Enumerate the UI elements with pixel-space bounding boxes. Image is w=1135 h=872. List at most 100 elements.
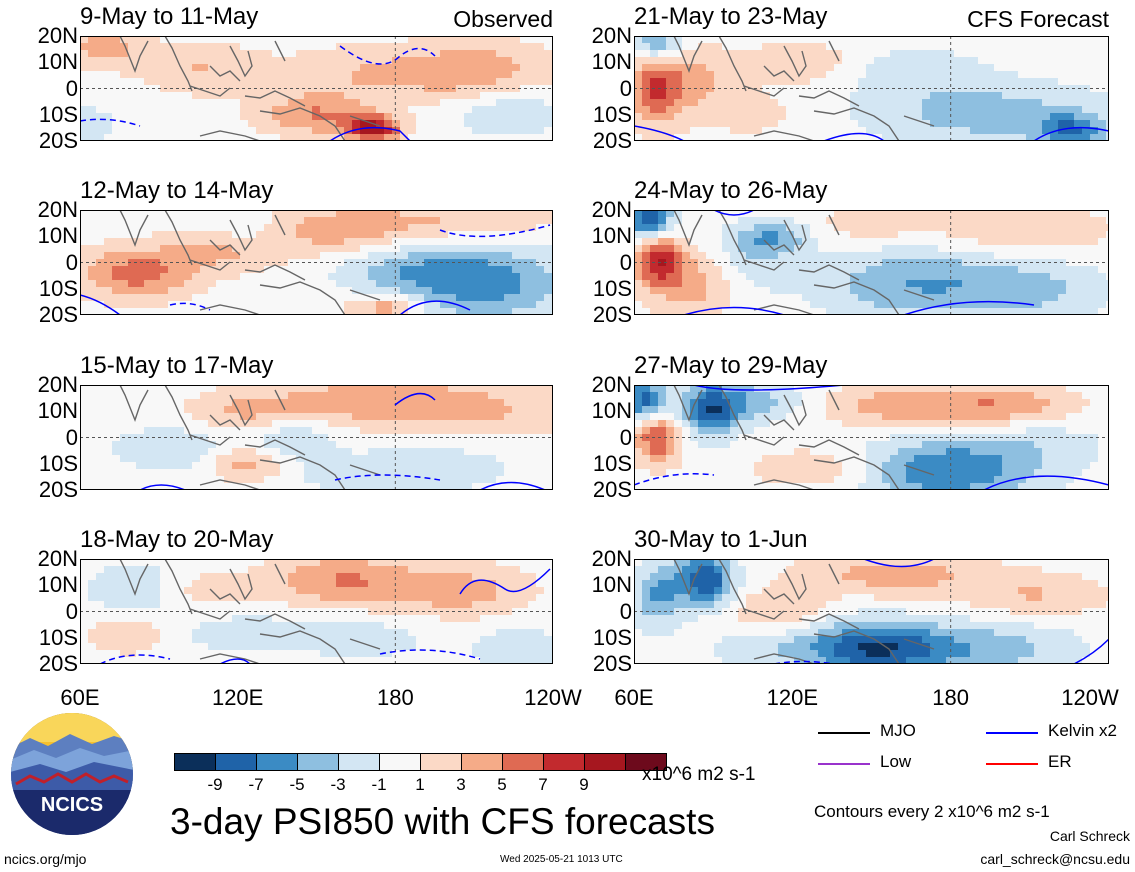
field-cell xyxy=(136,483,145,490)
field-cell xyxy=(1018,85,1027,93)
field-cell xyxy=(914,245,923,253)
field-cell xyxy=(456,587,465,595)
field-cell xyxy=(224,78,233,86)
field-cell xyxy=(802,71,811,79)
field-cell xyxy=(80,413,89,421)
field-cell xyxy=(480,580,489,588)
field-cell xyxy=(392,57,401,65)
field-cell xyxy=(144,210,153,218)
field-cell xyxy=(898,92,907,100)
field-cell xyxy=(176,266,185,274)
field-cell xyxy=(200,559,209,567)
field-cell xyxy=(504,120,513,128)
field-cell xyxy=(336,636,345,644)
field-cell xyxy=(216,413,225,421)
field-cell xyxy=(786,57,795,65)
field-cell xyxy=(272,434,281,442)
field-cell xyxy=(528,483,537,490)
field-cell xyxy=(986,92,995,100)
field-cell xyxy=(930,106,939,114)
field-cell xyxy=(224,113,233,121)
field-cell xyxy=(938,113,947,121)
field-cell xyxy=(850,78,859,86)
field-cell xyxy=(520,448,529,456)
field-cell xyxy=(152,427,161,435)
field-cell xyxy=(826,71,835,79)
field-cell xyxy=(112,273,121,281)
field-cell xyxy=(544,594,553,602)
field-cell xyxy=(160,469,169,477)
field-cell xyxy=(88,50,97,58)
field-cell xyxy=(168,238,177,246)
field-cell xyxy=(400,622,409,630)
field-cell xyxy=(544,636,553,644)
field-cell xyxy=(1042,85,1051,93)
field-cell xyxy=(858,78,867,86)
field-cell xyxy=(472,50,481,58)
field-cell xyxy=(666,231,675,239)
field-cell xyxy=(128,238,137,246)
field-cell xyxy=(714,113,723,121)
field-cell xyxy=(456,601,465,609)
field-cell xyxy=(304,252,313,260)
field-cell xyxy=(256,120,265,128)
field-cell xyxy=(658,106,667,114)
field-cell xyxy=(328,448,337,456)
field-cell xyxy=(80,99,89,107)
field-cell xyxy=(536,608,545,616)
field-cell xyxy=(938,120,947,128)
field-cell xyxy=(778,78,787,86)
field-cell xyxy=(296,455,305,463)
field-cell xyxy=(384,134,393,141)
kelvin-contour xyxy=(339,45,436,65)
field-cell xyxy=(818,224,827,232)
field-cell xyxy=(472,413,481,421)
field-cell xyxy=(392,594,401,602)
field-cell xyxy=(360,643,369,651)
field-cell xyxy=(256,294,265,302)
field-cell xyxy=(392,50,401,58)
field-cell xyxy=(272,224,281,232)
field-cell xyxy=(762,120,771,128)
field-cell xyxy=(80,78,89,86)
field-cell xyxy=(328,399,337,407)
field-cell xyxy=(256,636,265,644)
field-cell xyxy=(1098,99,1107,107)
field-cell xyxy=(392,441,401,449)
field-cell xyxy=(272,273,281,281)
field-cell xyxy=(392,566,401,574)
field-cell xyxy=(272,280,281,288)
field-cell xyxy=(80,594,89,602)
field-cell xyxy=(368,113,377,121)
field-cell xyxy=(304,420,313,428)
field-cell xyxy=(392,71,401,79)
field-cell xyxy=(834,224,843,232)
field-cell xyxy=(416,594,425,602)
field-cell xyxy=(320,392,329,400)
field-cell xyxy=(256,64,265,72)
field-cell xyxy=(842,36,851,44)
field-cell xyxy=(272,455,281,463)
field-cell xyxy=(144,622,153,630)
field-cell xyxy=(400,476,409,484)
field-cell xyxy=(184,594,193,602)
field-cell xyxy=(488,301,497,309)
field-cell xyxy=(176,601,185,609)
field-cell xyxy=(658,64,667,72)
field-cell xyxy=(168,106,177,114)
field-cell xyxy=(232,36,241,44)
field-cell xyxy=(400,224,409,232)
field-cell xyxy=(448,238,457,246)
field-cell xyxy=(738,64,747,72)
field-cell xyxy=(512,643,521,651)
field-cell xyxy=(464,85,473,93)
field-cell xyxy=(136,57,145,65)
field-cell xyxy=(408,469,417,477)
field-cell xyxy=(136,587,145,595)
field-cell xyxy=(1034,43,1043,51)
field-cell xyxy=(384,455,393,463)
field-cell xyxy=(874,120,883,128)
field-cell xyxy=(682,231,691,239)
field-cell xyxy=(400,594,409,602)
field-cell xyxy=(120,483,129,490)
